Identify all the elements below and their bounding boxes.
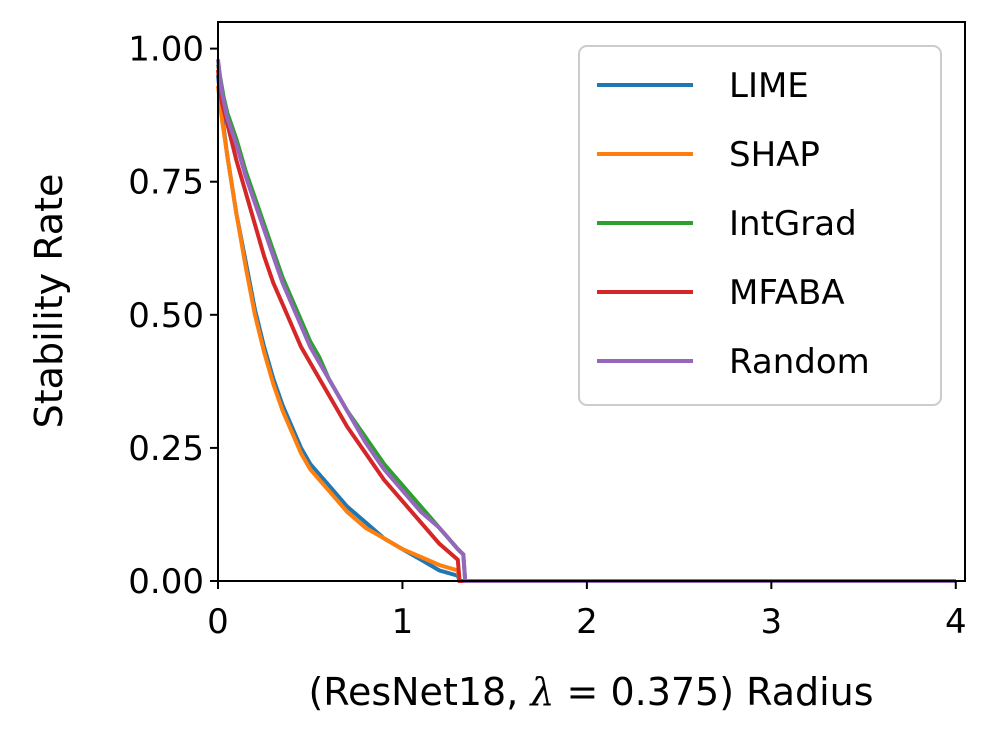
y-tick-label: 0.25 bbox=[128, 429, 204, 469]
legend: LIME SHAP IntGrad MFABA Random bbox=[578, 45, 942, 406]
x-tick-label: 2 bbox=[576, 602, 598, 642]
plot-area-frame bbox=[217, 21, 966, 582]
y-tick-label: 0.00 bbox=[128, 562, 204, 602]
x-tick-label: 1 bbox=[392, 602, 414, 642]
legend-label-lime: LIME bbox=[729, 66, 809, 106]
series-line-random bbox=[216, 59, 956, 583]
legend-label-random: Random bbox=[729, 342, 870, 382]
y-axis-ticks: 0.00 0.25 0.50 0.75 1.00 bbox=[128, 30, 218, 602]
series-line-shap bbox=[216, 85, 956, 583]
legend-label-shap: SHAP bbox=[729, 135, 820, 175]
y-tick-label: 0.50 bbox=[128, 296, 204, 336]
legend-label-mfaba: MFABA bbox=[729, 273, 845, 313]
x-tick-label: 4 bbox=[945, 602, 967, 642]
series-layer bbox=[216, 59, 956, 583]
x-axis-title: (ResNet18, λ = 0.375) Radius bbox=[308, 670, 873, 714]
legend-label-intgrad: IntGrad bbox=[729, 204, 857, 244]
y-axis-title: Stability Rate bbox=[27, 174, 71, 429]
y-tick-label: 0.75 bbox=[128, 163, 204, 203]
y-tick-label: 1.00 bbox=[128, 30, 204, 70]
x-axis-title-prefix: (ResNet18, bbox=[308, 670, 530, 714]
x-axis-ticks: 0 1 2 3 4 bbox=[207, 581, 967, 642]
legend-box bbox=[578, 45, 942, 406]
x-axis-title-lambda: λ bbox=[528, 670, 554, 714]
x-tick-label: 3 bbox=[761, 602, 783, 642]
x-tick-label: 0 bbox=[207, 602, 229, 642]
series-line-mfaba bbox=[216, 69, 956, 583]
x-axis-title-value: = 0.375) Radius bbox=[554, 670, 873, 714]
